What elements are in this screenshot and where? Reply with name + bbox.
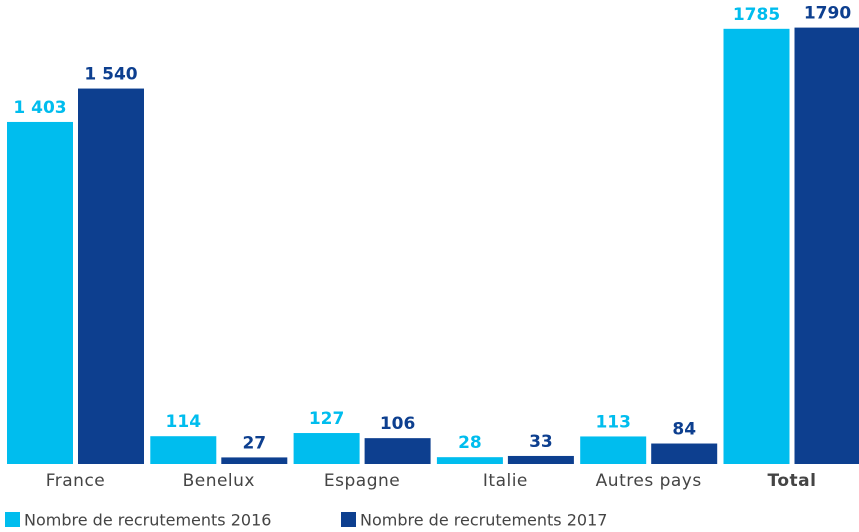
bar: [723, 28, 790, 465]
x-tick-label: Autres pays: [596, 471, 702, 491]
bar: [580, 436, 647, 464]
x-tick-label: Espagne: [324, 471, 400, 491]
legend-swatch: [5, 512, 20, 527]
x-tick-label: Benelux: [183, 471, 255, 491]
legend-label: Nombre de recrutements 2017: [360, 511, 607, 530]
bar: [78, 88, 144, 464]
bar: [7, 121, 73, 464]
legend-label: Nombre de recrutements 2016: [24, 511, 271, 530]
x-tick-label: France: [46, 471, 106, 491]
value-label: 113: [595, 412, 631, 432]
value-label: 114: [166, 412, 202, 432]
bar: [651, 443, 718, 464]
value-label: 1 403: [13, 98, 66, 118]
value-label: 27: [242, 433, 266, 453]
value-label: 28: [458, 433, 482, 453]
value-label: 106: [380, 414, 416, 434]
value-label: 1 540: [84, 65, 137, 85]
bar: [794, 27, 859, 465]
value-label: 33: [529, 432, 553, 452]
bar: [507, 455, 574, 464]
bar: [436, 457, 503, 464]
value-label: 84: [672, 420, 696, 440]
bar: [150, 436, 217, 464]
legend-swatch: [341, 512, 356, 527]
x-tick-label: Total: [768, 471, 817, 491]
value-label: 1785: [733, 5, 780, 25]
bar: [221, 457, 288, 464]
bar: [293, 433, 360, 464]
value-label: 127: [309, 409, 345, 429]
bar: [364, 438, 431, 464]
x-tick-label: Italie: [483, 471, 528, 491]
value-label: 1790: [804, 4, 851, 24]
